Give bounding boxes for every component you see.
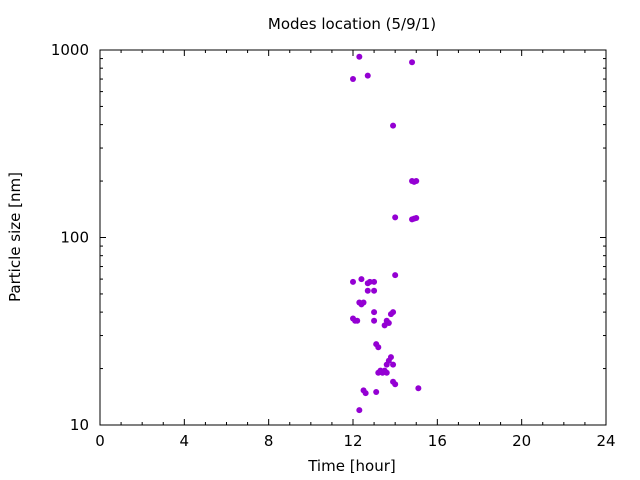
- data-point: [360, 299, 367, 306]
- data-point: [356, 53, 363, 60]
- data-point: [413, 215, 420, 222]
- data-points: [350, 53, 422, 414]
- x-tick-label: 0: [95, 432, 105, 450]
- data-point: [358, 276, 365, 283]
- data-point: [415, 385, 422, 392]
- data-point: [371, 287, 378, 294]
- data-point: [375, 344, 382, 351]
- data-point: [381, 322, 388, 329]
- data-point: [371, 309, 378, 316]
- y-axis-label: Particle size [nm]: [6, 172, 24, 302]
- data-point: [373, 388, 380, 395]
- y-tick-label: 10: [70, 416, 89, 434]
- data-point: [392, 272, 399, 279]
- data-point: [392, 381, 399, 388]
- data-point: [350, 278, 356, 285]
- data-point: [350, 76, 356, 83]
- data-point: [383, 361, 390, 368]
- data-point: [390, 361, 397, 368]
- y-tick-label: 1000: [51, 41, 89, 59]
- data-point: [392, 214, 399, 221]
- data-point: [364, 287, 371, 294]
- data-point: [356, 407, 363, 414]
- data-point: [383, 369, 390, 376]
- x-tick-label: 12: [343, 432, 362, 450]
- x-tick-label: 20: [512, 432, 531, 450]
- data-point: [375, 369, 382, 376]
- data-point: [354, 317, 361, 324]
- x-tick-label: 8: [264, 432, 274, 450]
- y-tick-label: 100: [60, 229, 89, 247]
- data-point: [364, 72, 371, 79]
- y-axis: 10 100 1000: [51, 41, 606, 434]
- data-point: [366, 278, 373, 285]
- data-point: [371, 278, 378, 285]
- x-axis: 0 4 8 12 16 20 24: [95, 50, 616, 450]
- data-point: [409, 59, 416, 66]
- data-point: [390, 309, 397, 316]
- x-axis-label: Time [hour]: [307, 457, 396, 475]
- x-tick-label: 4: [180, 432, 190, 450]
- data-point: [413, 178, 420, 185]
- x-tick-label: 24: [596, 432, 615, 450]
- chart-title: Modes location (5/9/1): [268, 15, 436, 33]
- x-tick-label: 16: [428, 432, 447, 450]
- data-point: [390, 122, 397, 129]
- data-point: [371, 317, 378, 324]
- data-point: [362, 390, 369, 397]
